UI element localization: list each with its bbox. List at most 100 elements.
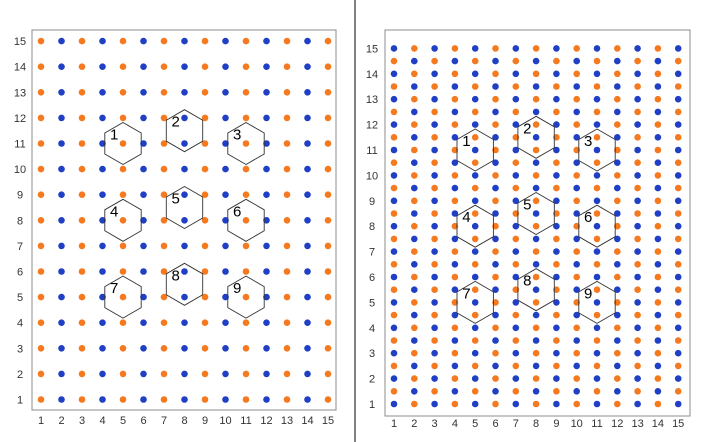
hexagon-label: 7 [110, 280, 118, 297]
orange-dot [160, 63, 168, 70]
orange-dot [634, 57, 641, 65]
orange-dot [37, 370, 45, 378]
blue-dot [614, 388, 621, 395]
blue-dot [431, 172, 438, 179]
orange-dot [451, 400, 459, 408]
blue-dot [304, 319, 311, 327]
orange-dot [283, 319, 291, 327]
blue-dot [553, 146, 560, 154]
orange-dot [78, 268, 86, 275]
orange-dot [654, 400, 662, 408]
orange-dot [160, 114, 168, 122]
orange-dot [390, 261, 398, 268]
blue-dot [512, 349, 520, 357]
blue-dot [431, 248, 438, 255]
y-tick-label: 11 [366, 145, 377, 157]
orange-dot [431, 184, 438, 192]
blue-dot [634, 248, 641, 255]
blue-dot [593, 146, 601, 154]
blue-dot [431, 95, 438, 103]
orange-dot [471, 337, 479, 344]
orange-dot [593, 108, 601, 116]
blue-dot [263, 217, 270, 224]
blue-dot [471, 349, 479, 357]
orange-dot [634, 261, 641, 268]
y-tick-label: 4 [17, 318, 23, 330]
blue-dot [471, 375, 479, 382]
blue-dot [58, 140, 65, 147]
blue-dot [614, 235, 621, 243]
orange-dot [119, 37, 127, 45]
orange-dot [573, 400, 580, 408]
orange-dot [532, 45, 540, 52]
hexagon-7 [104, 275, 142, 319]
blue-dot [573, 184, 580, 192]
blue-dot [431, 70, 438, 78]
blue-dot [58, 345, 65, 352]
x-tick-label: 13 [281, 415, 293, 427]
orange-dot [593, 184, 601, 192]
orange-dot [573, 121, 580, 128]
hexagon-6 [578, 204, 616, 248]
orange-dot [119, 396, 127, 403]
orange-dot [553, 261, 560, 268]
blue-dot [451, 286, 459, 294]
hexagon-7 [456, 280, 494, 324]
orange-dot [593, 159, 601, 166]
orange-dot [674, 388, 682, 395]
blue-dot [532, 337, 540, 344]
orange-dot [492, 70, 499, 78]
orange-dot [411, 70, 418, 78]
hexagon-label: 9 [233, 280, 241, 297]
blue-dot [553, 95, 560, 103]
orange-dot [119, 268, 127, 275]
orange-dot [553, 388, 560, 395]
blue-dot [58, 165, 65, 173]
blue-dot [411, 83, 418, 90]
blue-dot [140, 165, 147, 173]
blue-dot [222, 140, 229, 147]
blue-dot [654, 388, 662, 395]
y-tick-label: 7 [17, 241, 23, 253]
blue-dot [654, 108, 662, 116]
blue-dot [634, 324, 641, 332]
hexagon-label: 4 [462, 209, 470, 226]
y-tick-label: 14 [366, 69, 378, 81]
hexagon-9 [578, 280, 616, 324]
blue-dot [674, 146, 682, 154]
blue-dot [58, 268, 65, 275]
y-tick-label: 8 [369, 221, 375, 233]
orange-dot [324, 345, 332, 352]
blue-dot [181, 89, 188, 96]
orange-dot [492, 45, 499, 52]
orange-dot [78, 319, 86, 327]
orange-dot [654, 45, 662, 52]
blue-dot [593, 197, 601, 205]
blue-dot [532, 362, 540, 370]
blue-dot [634, 70, 641, 78]
x-tick-label: 14 [652, 418, 664, 430]
hexagon-9 [227, 275, 265, 319]
orange-dot [674, 184, 682, 192]
blue-dot [634, 400, 641, 408]
blue-dot [634, 349, 641, 357]
blue-dot [263, 37, 270, 45]
orange-dot [593, 83, 601, 90]
orange-dot [119, 89, 127, 96]
orange-dot [654, 375, 662, 382]
blue-dot [634, 197, 641, 205]
blue-dot [593, 45, 601, 52]
orange-dot [201, 89, 209, 96]
blue-dot [390, 197, 398, 205]
orange-dot [553, 83, 560, 90]
blue-dot [222, 242, 229, 250]
orange-dot [634, 337, 641, 344]
blue-dot [553, 172, 560, 179]
orange-dot [512, 134, 520, 141]
blue-dot [222, 63, 229, 70]
orange-dot [160, 217, 168, 224]
x-tick-label: 8 [533, 418, 539, 430]
orange-dot [532, 400, 540, 408]
